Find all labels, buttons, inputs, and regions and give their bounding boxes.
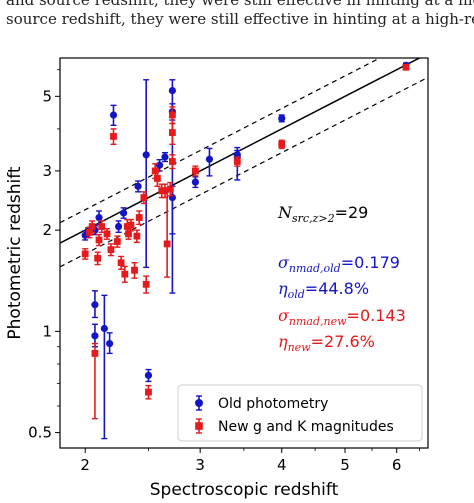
data-point	[127, 221, 135, 229]
data-point	[107, 246, 115, 254]
reference-lines	[60, 58, 428, 268]
data-point	[91, 301, 99, 309]
legend-marker-circle	[195, 399, 203, 407]
x-axis-label: Spectroscopic redshift	[150, 480, 339, 500]
axis-ticks: 2 3 4 5 6 0.5 1 2 3 5	[28, 69, 420, 474]
data-point	[144, 371, 153, 379]
data-point	[191, 167, 199, 175]
y-tick-label: 3	[42, 162, 52, 180]
data-point	[103, 230, 111, 238]
data-point	[140, 194, 148, 201]
caption-snippet: and source redshift, they were still eff…	[0, 0, 474, 32]
legend-label-new: New g and K magnitudes	[218, 419, 394, 435]
data-series	[81, 61, 410, 440]
data-point	[114, 222, 123, 231]
annotation-sigma-old: σnmad,old=0.179	[278, 253, 400, 275]
dashed-bound-line-2	[60, 76, 428, 268]
data-point	[153, 175, 161, 182]
data-point	[95, 213, 103, 222]
x-tick-label: 3	[195, 456, 205, 474]
data-point	[142, 151, 150, 159]
one-to-one-line	[60, 58, 422, 244]
data-point	[402, 63, 410, 71]
data-point	[278, 114, 286, 122]
x-tick-label: 2	[80, 456, 90, 474]
y-tick-label: 1	[42, 322, 52, 340]
data-point	[119, 209, 128, 217]
annotation-n-src: Nsrc,z>2=29	[277, 203, 368, 225]
data-point	[168, 129, 176, 137]
caption-line-2: source redshift, they were still effecti…	[6, 10, 474, 28]
data-point	[106, 339, 114, 348]
data-point	[205, 155, 214, 163]
annotation-eta-new: ηnew=27.6%	[278, 332, 375, 354]
legend-marker-square	[195, 422, 203, 430]
legend-label-old: Old photometry	[218, 396, 328, 412]
data-point	[98, 223, 106, 230]
data-point	[163, 240, 171, 248]
data-point	[109, 111, 118, 119]
data-point	[161, 153, 169, 161]
y-tick-label: 5	[42, 87, 52, 105]
annotation-sigma-new: σnmad,new=0.143	[278, 306, 406, 328]
data-point	[131, 266, 138, 274]
data-point	[110, 133, 117, 140]
y-axis-label: Photometric redshift	[5, 166, 25, 340]
data-point	[191, 178, 199, 186]
data-point	[121, 270, 129, 278]
data-point	[91, 332, 99, 340]
x-tick-label: 5	[340, 456, 350, 474]
data-point	[168, 111, 176, 119]
data-point	[123, 223, 131, 230]
data-point	[91, 350, 99, 357]
data-point	[125, 230, 132, 238]
data-point	[161, 187, 169, 195]
data-point	[145, 388, 152, 396]
data-point	[81, 250, 89, 258]
data-point	[168, 158, 176, 165]
series-new-magnitudes	[81, 63, 410, 420]
caption-line-1: and source redshift, they were still eff…	[6, 0, 474, 9]
legend: Old photometry New g and K magnitudes	[177, 384, 423, 442]
data-point	[166, 185, 174, 193]
data-point	[100, 324, 108, 333]
data-point	[135, 214, 143, 221]
x-tick-label: 6	[392, 456, 402, 474]
series-old-photometry	[81, 61, 410, 440]
annotation-eta-old: ηold=44.8%	[278, 279, 369, 301]
data-point	[168, 86, 176, 95]
x-tick-label: 4	[277, 456, 287, 474]
data-point	[233, 158, 241, 165]
legend-box	[177, 384, 423, 442]
y-tick-label: 2	[42, 221, 52, 239]
data-point	[95, 236, 103, 244]
data-point	[113, 238, 121, 245]
data-point	[142, 280, 150, 288]
y-tick-label: 0.5	[28, 424, 52, 442]
data-point	[88, 223, 96, 230]
data-point	[134, 182, 142, 190]
dashed-bound-line-1	[60, 58, 382, 224]
statistics-annotations: Nsrc,z>2=29 σnmad,old=0.179 ηold=44.8% σnma…	[277, 203, 406, 354]
data-point	[133, 232, 141, 240]
data-point	[278, 140, 286, 148]
data-point	[117, 259, 125, 267]
data-point	[94, 254, 102, 262]
